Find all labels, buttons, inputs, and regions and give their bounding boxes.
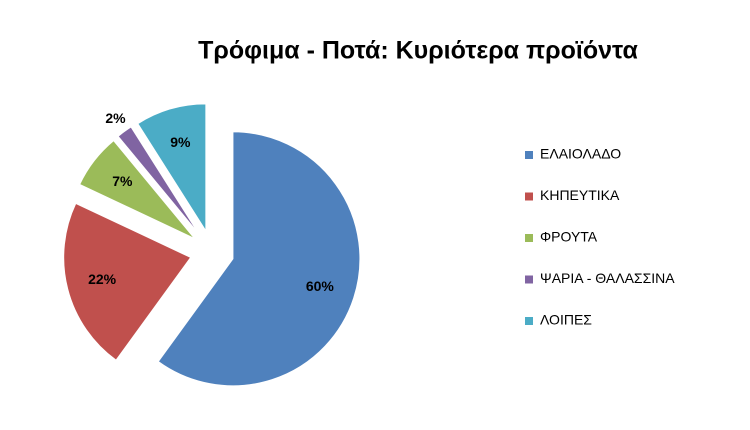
data-label: 22% <box>88 271 117 287</box>
data-label: 2% <box>105 110 126 126</box>
pie-slice <box>117 126 200 235</box>
pie-slice <box>63 202 192 361</box>
legend-swatch <box>525 317 533 325</box>
legend-label: ΨΑΡΙΑ - ΘΑΛΑΣΣΙΝΑ <box>540 270 675 286</box>
pie-slice <box>137 103 207 233</box>
legend-label: ΦΡΟΥΤΑ <box>540 229 598 245</box>
legend-swatch <box>525 234 533 242</box>
pie-slice <box>157 131 361 387</box>
data-label: 7% <box>112 173 133 189</box>
legend-swatch <box>525 192 533 201</box>
legend-swatch <box>525 275 533 284</box>
data-label: 9% <box>170 134 191 150</box>
pie-slice <box>79 139 196 239</box>
legend-swatch <box>525 151 533 159</box>
data-label: 60% <box>306 278 335 294</box>
legend-label: ΛΟΙΠΕΣ <box>540 312 592 328</box>
legend-label: ΕΛΑΙΟΛΑΔΟ <box>540 146 621 162</box>
legend-label: ΚΗΠΕΥΤΙΚΑ <box>540 187 620 203</box>
chart-title: Τρόφιμα - Ποτά: Κυριότερα προϊόντα <box>198 37 638 65</box>
